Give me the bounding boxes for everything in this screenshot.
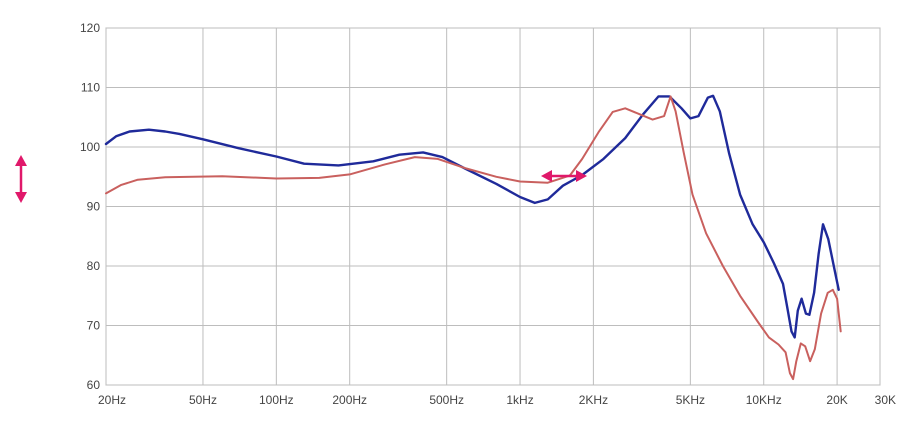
vertical-arrow-head-up <box>15 155 27 166</box>
vertical-arrow-head-down <box>15 192 27 203</box>
vertical-arrow-annotation <box>15 155 27 203</box>
y-tick-label: 70 <box>87 319 101 333</box>
x-tick-label: 10KHz <box>746 393 782 407</box>
horizontal-arrow-annotation <box>541 170 587 182</box>
x-tick-label: 100Hz <box>259 393 294 407</box>
x-tick-label: 20Hz <box>98 393 126 407</box>
horizontal-arrow-head-left <box>541 170 552 182</box>
y-tick-label: 60 <box>87 378 101 392</box>
x-tick-label: 500Hz <box>429 393 464 407</box>
x-tick-label: 30K <box>875 393 896 407</box>
series-line-2 <box>105 95 842 381</box>
y-tick-label: 120 <box>80 21 100 35</box>
horizontal-arrow-head-right <box>576 170 587 182</box>
y-tick-label: 80 <box>87 259 101 273</box>
x-tick-label: 20K <box>826 393 847 407</box>
series-line-1 <box>104 94 840 339</box>
series-layer <box>104 94 842 381</box>
y-tick-label: 100 <box>80 140 100 154</box>
x-tick-label: 1kHz <box>506 393 533 407</box>
vertical-gridlines <box>105 28 881 385</box>
x-tick-label: 5KHz <box>676 393 705 407</box>
y-tick-labels: 60 70 80 90 100 110 120 <box>80 21 100 392</box>
x-tick-label: 2KHz <box>579 393 608 407</box>
y-tick-label: 110 <box>81 81 100 95</box>
x-tick-label: 200Hz <box>332 393 367 407</box>
x-tick-label: 50Hz <box>189 393 217 407</box>
x-tick-labels: 20Hz 50Hz 100Hz 200Hz 500Hz 1kHz 2KHz 5KHz 10KHz… <box>98 393 896 407</box>
y-tick-label: 90 <box>87 200 101 214</box>
